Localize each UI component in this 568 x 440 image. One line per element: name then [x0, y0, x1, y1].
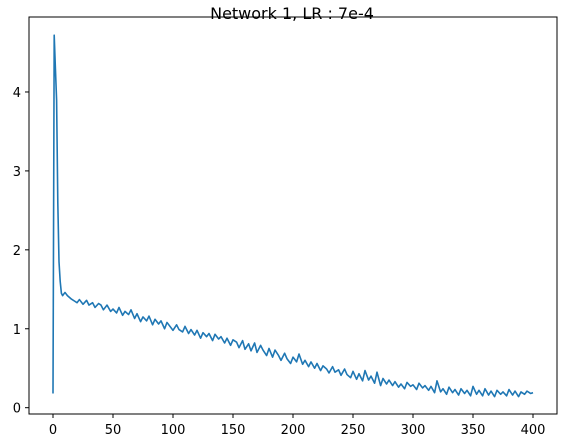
x-tick-label: 0: [49, 423, 57, 438]
x-tick-label: 400: [521, 423, 546, 438]
x-tick-label: 350: [461, 423, 486, 438]
y-tick-label: 3: [13, 165, 21, 180]
chart-title: Network 1, LR : 7e-4: [210, 4, 374, 23]
x-tick-label: 200: [281, 423, 306, 438]
x-tick-label: 100: [161, 423, 186, 438]
x-tick-label: 300: [401, 423, 426, 438]
y-tick-label: 2: [13, 244, 21, 259]
x-axis-ticks: 0 50 100 150 200 250 300 350 400: [49, 414, 546, 438]
y-tick-label: 4: [13, 86, 21, 101]
x-tick-label: 150: [221, 423, 246, 438]
y-axis-ticks: 0 1 2 3 4: [13, 86, 29, 417]
series-line: [52, 34, 534, 398]
x-tick-label: 50: [105, 423, 122, 438]
y-tick-label: 0: [13, 402, 21, 417]
x-tick-label: 250: [341, 423, 366, 438]
plot-frame: [28, 16, 558, 415]
y-tick-label: 1: [13, 323, 21, 338]
series-layer: [52, 34, 534, 398]
